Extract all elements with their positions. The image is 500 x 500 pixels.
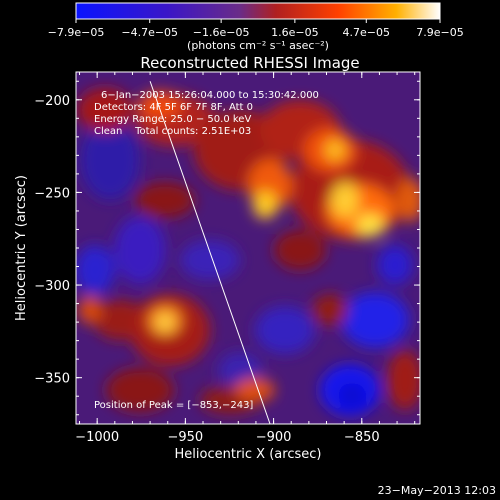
colorbar-tick-label: −1.6e−05 [193,26,250,39]
annotation-detectors: Detectors: 4F 5F 6F 7F 8F, Att 0 [94,102,253,113]
x-tick-label: −950 [168,430,204,445]
annotation-energy: Energy Range: 25.0 − 50.0 keV [94,114,251,125]
colorbar-units-label: (photons cm⁻² s⁻¹ asec⁻²) [187,39,329,52]
annotation-clean: Clean Total counts: 2.51E+03 [94,126,251,137]
colorbar-tick-label: 7.9e−05 [416,26,463,39]
solar-limb-line [149,81,271,425]
x-tick-label: −850 [344,430,380,445]
colorbar-ticks: −7.9e−05 −4.7e−05 −1.6e−05 1.6e−05 4.7e−05 7.… [48,19,464,39]
annotation-time: 6−Jan−2003 15:26:04.000 to 15:30:42.000 [101,90,319,101]
y-tick-label: −200 [34,94,70,109]
y-tick-label: −300 [34,279,70,294]
heatmap-plot [76,72,420,424]
x-tick-label: −1000 [75,430,119,445]
y-tick-label: −250 [34,186,70,201]
y-axis-ticks: −200 −250 −300 −350 [34,80,420,416]
annotation-peak: Position of Peak = [−853,−243] [94,400,253,411]
colorbar-tick-label: −7.9e−05 [48,26,105,39]
y-tick-label: −350 [34,372,70,387]
colorbar [75,2,441,20]
x-axis-label: Heliocentric X (arcsec) [175,447,322,462]
footer-timestamp: 23−May−2013 12:03 [378,484,496,497]
colorbar-tick-label: 1.6e−05 [271,26,318,39]
heatmap-blobs [76,88,420,416]
chart-title: Reconstructed RHESSI Image [140,54,359,72]
colorbar-tick-label: 4.7e−05 [343,26,390,39]
x-axis-ticks: −1000 −950 −900 −850 [75,72,416,445]
colorbar-tick-label: −4.7e−05 [121,26,178,39]
x-tick-label: −900 [256,430,292,445]
y-axis-label: Heliocentric Y (arcsec) [14,175,29,321]
